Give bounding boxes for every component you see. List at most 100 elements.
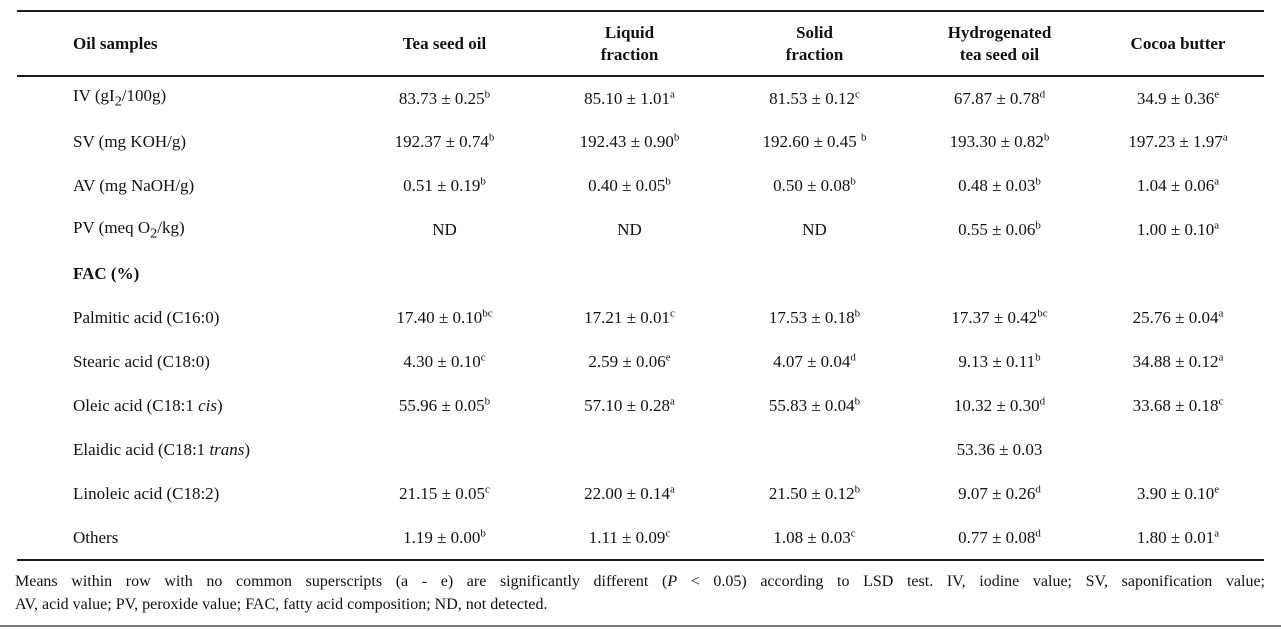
significance-superscript: b <box>1035 175 1041 188</box>
significance-superscript: d <box>1035 526 1041 539</box>
significance-superscript: b <box>854 307 861 320</box>
significance-superscript: a <box>669 483 675 496</box>
significance-superscript: b <box>1035 351 1041 364</box>
data-cell: 55.83 ± 0.04b <box>768 395 861 415</box>
significance-superscript: b <box>484 395 491 408</box>
significance-superscript: bc <box>1037 307 1048 320</box>
row-label: Stearic acid (C18:0) <box>73 352 210 371</box>
significance-superscript: c <box>854 87 860 100</box>
data-cell: ND <box>802 220 827 239</box>
bottom-rule <box>0 625 1281 627</box>
data-cell: 4.30 ± 0.10c <box>403 351 486 371</box>
data-cell: 4.07 ± 0.04d <box>773 351 856 371</box>
row-label: Linoleic acid (C18:2) <box>73 484 220 503</box>
header-cell: Solid fraction <box>785 23 844 64</box>
data-cell <box>352 252 537 296</box>
data-cell: 1.11 ± 0.09c <box>588 526 671 547</box>
data-cell <box>722 428 907 472</box>
header-cell: Tea seed oil <box>402 33 487 53</box>
table-row: Elaidic acid (C18:1 trans) 53.36 ± 0.03 <box>17 428 1264 472</box>
data-cell: 17.40 ± 0.10bc <box>396 307 493 327</box>
row-label: Elaidic acid (C18:1 trans) <box>73 440 251 459</box>
significance-superscript: c <box>1218 395 1224 408</box>
data-cell: 192.60 ± 0.45 b <box>762 131 867 151</box>
significance-superscript: b <box>488 131 495 144</box>
data-cell: 34.88 ± 0.12a <box>1132 351 1224 371</box>
significance-superscript: d <box>1035 483 1041 496</box>
data-cell: 1.04 ± 0.06a <box>1136 175 1220 195</box>
data-cell: 3.90 ± 0.10e <box>1136 483 1220 503</box>
data-cell <box>1092 428 1264 472</box>
significance-superscript: b <box>673 131 680 144</box>
data-cell: 17.21 ± 0.01c <box>584 307 675 327</box>
data-cell: 21.15 ± 0.05c <box>399 483 490 503</box>
data-cell: 17.37 ± 0.42bc <box>951 307 1048 327</box>
data-cell: 2.59 ± 0.06e <box>588 351 671 371</box>
data-cell: 192.43 ± 0.90b <box>579 131 680 151</box>
significance-superscript: a <box>1222 131 1228 144</box>
table-row: Stearic acid (C18:0) 4.30 ± 0.10c 2.59 ± 0… <box>17 340 1264 384</box>
data-cell: ND <box>432 220 457 239</box>
data-cell: 83.73 ± 0.25b <box>398 87 491 108</box>
data-cell <box>1092 252 1264 296</box>
significance-superscript: a <box>1218 351 1224 364</box>
significance-superscript: c <box>480 351 486 364</box>
data-cell: 0.51 ± 0.19b <box>403 175 486 195</box>
significance-superscript: b <box>665 175 671 188</box>
row-label: AV (mg NaOH/g) <box>73 176 195 195</box>
table-row: IV (gI2/100g) 83.73 ± 0.25b 85.10 ± 1.01a 8… <box>17 76 1264 120</box>
significance-superscript: b <box>854 395 861 408</box>
table-row: Linoleic acid (C18:2) 21.15 ± 0.05c 22.00 … <box>17 472 1264 516</box>
significance-superscript: c <box>484 483 490 496</box>
table-row: PV (meq O2/kg) ND ND ND 0.55 ± 0.06b 1.00 ± 0… <box>17 208 1264 252</box>
data-cell: 1.08 ± 0.03c <box>773 526 856 547</box>
table-row: Others 1.19 ± 0.00b 1.11 ± 0.09c 1.08 ± 0.0… <box>17 516 1264 560</box>
row-label: SV (mg KOH/g) <box>73 132 187 151</box>
significance-superscript: e <box>665 351 671 364</box>
table-row: SV (mg KOH/g) 192.37 ± 0.74b 192.43 ± 0.90… <box>17 120 1264 164</box>
table-body: IV (gI2/100g) 83.73 ± 0.25b 85.10 ± 1.01a 8… <box>17 76 1264 560</box>
significance-superscript: e <box>1214 87 1220 100</box>
data-cell: 25.76 ± 0.04a <box>1132 307 1224 327</box>
significance-superscript: a <box>1214 219 1220 232</box>
row-label: Others <box>73 527 119 547</box>
data-cell <box>907 252 1092 296</box>
data-cell: 9.13 ± 0.11b <box>958 351 1041 371</box>
significance-superscript: a <box>1214 175 1220 188</box>
row-label: FAC (%) <box>73 264 140 283</box>
data-cell: 53.36 ± 0.03 <box>956 440 1043 459</box>
data-cell: 81.53 ± 0.12c <box>769 87 860 108</box>
data-cell: 17.53 ± 0.18b <box>768 307 861 327</box>
table-row: Palmitic acid (C16:0) 17.40 ± 0.10bc 17.21… <box>17 296 1264 340</box>
significance-superscript: a <box>669 87 675 100</box>
data-cell: 193.30 ± 0.82b <box>949 131 1050 151</box>
significance-superscript: bc <box>482 307 493 320</box>
data-cell: 192.37 ± 0.74b <box>394 131 495 151</box>
data-cell: 10.32 ± 0.30d <box>953 395 1046 415</box>
significance-superscript: c <box>850 526 856 539</box>
data-cell: 33.68 ± 0.18c <box>1132 395 1224 415</box>
data-cell <box>537 252 722 296</box>
data-cell: 57.10 ± 0.28a <box>584 395 675 415</box>
data-cell: 85.10 ± 1.01a <box>584 87 675 108</box>
significance-superscript: a <box>669 395 675 408</box>
row-label: Oleic acid (C18:1 cis) <box>73 396 223 415</box>
data-cell: 0.50 ± 0.08b <box>773 175 856 195</box>
row-label: Palmitic acid (C16:0) <box>73 308 220 327</box>
significance-superscript: d <box>1039 395 1046 408</box>
row-label: PV (meq O2/kg) <box>73 217 185 242</box>
header-cell: Hydrogenated tea seed oil <box>947 23 1052 64</box>
data-cell <box>352 428 537 472</box>
header-row: Oil samples Tea seed oil Liquid fraction So… <box>17 11 1264 76</box>
data-cell: 0.40 ± 0.05b <box>588 175 671 195</box>
table-row: Oleic acid (C18:1 cis) 55.96 ± 0.05b 57.10… <box>17 384 1264 428</box>
table-row: FAC (%) <box>17 252 1264 296</box>
data-cell: 67.87 ± 0.78d <box>953 87 1046 108</box>
significance-superscript: b <box>480 175 486 188</box>
header-cell: Liquid fraction <box>600 23 659 64</box>
data-cell <box>722 252 907 296</box>
data-cell: 34.9 ± 0.36e <box>1136 87 1220 108</box>
data-cell: 197.23 ± 1.97a <box>1128 131 1228 151</box>
data-cell: 1.19 ± 0.00b <box>403 526 486 547</box>
